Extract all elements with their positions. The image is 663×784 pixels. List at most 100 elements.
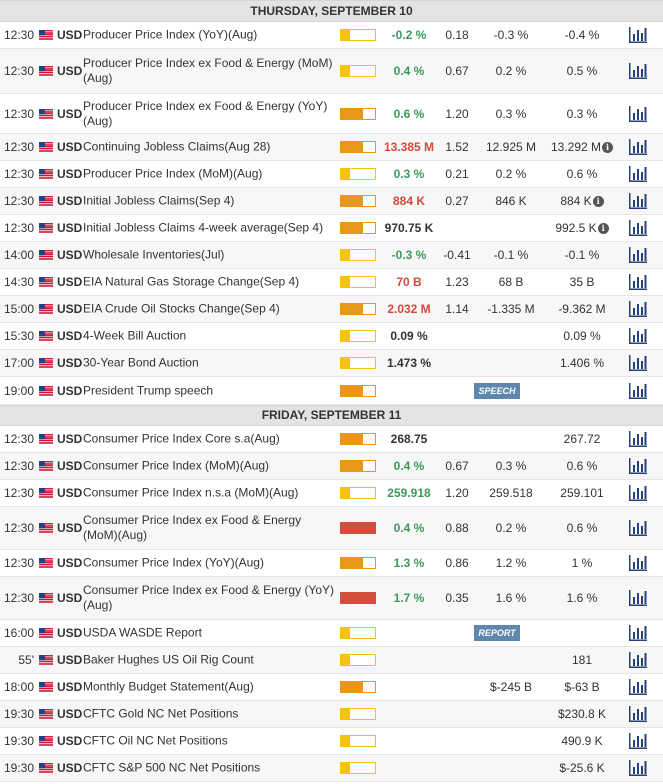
bar-chart-icon[interactable]	[628, 732, 648, 750]
bar-chart-icon[interactable]	[628, 484, 648, 502]
bar-chart-icon[interactable]	[628, 165, 648, 183]
bar-chart-icon[interactable]	[628, 705, 648, 723]
bar-chart-icon[interactable]	[628, 138, 648, 156]
event-name-link[interactable]: Consumer Price Index (MoM)(Aug)	[83, 458, 270, 473]
event-time: 19:30	[4, 761, 35, 775]
volatility-indicator	[340, 141, 376, 153]
event-time: 14:00	[4, 248, 35, 262]
volatility-fill	[341, 304, 363, 314]
volatility-indicator	[340, 357, 376, 369]
actual-value: 1.3 %	[393, 556, 425, 570]
event-row[interactable]: 12:30 USD Producer Price Index (MoM)(Aug) 0…	[0, 161, 663, 188]
bar-chart-icon[interactable]	[628, 430, 648, 448]
bar-chart-icon[interactable]	[628, 678, 648, 696]
event-row[interactable]: 14:30 USD EIA Natural Gas Storage Change(S…	[0, 269, 663, 296]
bar-chart-icon[interactable]	[628, 327, 648, 345]
event-name-link[interactable]: Monthly Budget Statement(Aug)	[83, 679, 254, 694]
event-time: 19:30	[4, 734, 35, 748]
event-name-link[interactable]: Consumer Price Index (YoY)(Aug)	[83, 555, 264, 570]
event-row[interactable]: 12:30 USD Consumer Price Index Core s.a(Au…	[0, 426, 663, 453]
event-row[interactable]: 16:00 USD USDA WASDE Report REPORT	[0, 620, 663, 647]
event-name-link[interactable]: Consumer Price Index ex Food & Energy (M…	[83, 513, 302, 542]
event-row[interactable]: 12:30 USD Consumer Price Index (MoM)(Aug) 0…	[0, 453, 663, 480]
event-name-link[interactable]: Continuing Jobless Claims(Aug 28)	[83, 139, 271, 154]
bar-chart-icon[interactable]	[628, 62, 648, 80]
event-name-link[interactable]: Consumer Price Index ex Food & Energy (Y…	[83, 583, 335, 612]
event-name-link[interactable]: Initial Jobless Claims(Sep 4)	[83, 193, 235, 208]
event-name-link[interactable]: Producer Price Index (MoM)(Aug)	[83, 166, 263, 181]
event-name-link[interactable]: Producer Price Index ex Food & Energy (Y…	[83, 98, 328, 128]
bar-chart-icon[interactable]	[628, 219, 648, 237]
event-time: 12:30	[4, 106, 35, 121]
bar-chart-icon[interactable]	[628, 26, 648, 44]
event-name-link[interactable]: Consumer Price Index Core s.a(Aug)	[83, 431, 280, 446]
event-row[interactable]: 12:30 USD Continuing Jobless Claims(Aug 28…	[0, 134, 663, 161]
event-row[interactable]: 19:30 USD CFTC S&P 500 NC Net Positions $-2…	[0, 755, 663, 782]
event-time: 12:30	[4, 432, 35, 446]
event-name-link[interactable]: Baker Hughes US Oil Rig Count	[83, 652, 254, 667]
event-row[interactable]: 12:30 USD Producer Price Index (YoY)(Aug) -…	[0, 22, 663, 49]
bar-chart-icon[interactable]	[628, 354, 648, 372]
event-row[interactable]: 15:00 USD EIA Crude Oil Stocks Change(Sep …	[0, 296, 663, 323]
event-name-link[interactable]: CFTC Oil NC Net Positions	[83, 733, 228, 748]
event-row[interactable]: 55' USD Baker Hughes US Oil Rig Count 181	[0, 647, 663, 674]
event-row[interactable]: 12:30 USD Consumer Price Index (YoY)(Aug) 1…	[0, 550, 663, 577]
info-icon[interactable]: i	[592, 196, 604, 207]
event-name-link[interactable]: Initial Jobless Claims 4-week average(Se…	[83, 220, 324, 235]
bar-chart-icon[interactable]	[628, 382, 648, 400]
volatility-indicator	[340, 249, 376, 261]
bar-chart-icon[interactable]	[628, 759, 648, 777]
consensus-value: 1.2 %	[495, 556, 527, 570]
event-time: 55'	[18, 653, 34, 667]
event-row[interactable]: 12:30 USD Producer Price Index ex Food & E…	[0, 94, 663, 134]
event-tag-badge: SPEECH	[474, 382, 520, 399]
event-row[interactable]: 19:00 USD President Trump speech SPEECH	[0, 377, 663, 405]
event-name-link[interactable]: Wholesale Inventories(Jul)	[83, 247, 225, 262]
event-name-link[interactable]: USDA WASDE Report	[83, 625, 202, 640]
bar-chart-icon[interactable]	[628, 589, 648, 607]
event-name-link[interactable]: President Trump speech	[83, 383, 214, 397]
bar-chart-icon[interactable]	[628, 273, 648, 291]
event-name-link[interactable]: 4-Week Bill Auction	[83, 328, 187, 343]
event-row[interactable]: 14:00 USD Wholesale Inventories(Jul) -0.3 %…	[0, 242, 663, 269]
bar-chart-icon[interactable]	[628, 624, 648, 642]
info-icon[interactable]: i	[602, 142, 614, 153]
event-name-link[interactable]: EIA Crude Oil Stocks Change(Sep 4)	[83, 301, 280, 316]
bar-chart-icon[interactable]	[628, 246, 648, 264]
event-row[interactable]: 17:00 USD 30-Year Bond Auction 1.473 % 1.406…	[0, 350, 663, 377]
bar-chart-icon[interactable]	[628, 651, 648, 669]
event-row[interactable]: 12:30 USD Consumer Price Index ex Food & E…	[0, 507, 663, 550]
volatility-indicator	[340, 522, 376, 534]
bar-chart-icon[interactable]	[628, 554, 648, 572]
event-currency: USD	[57, 106, 83, 121]
bar-chart-icon[interactable]	[628, 192, 648, 210]
event-row[interactable]: 15:30 USD 4-Week Bill Auction 0.09 % 0.09 %	[0, 323, 663, 350]
event-name-link[interactable]: Producer Price Index ex Food & Energy (M…	[83, 56, 333, 85]
event-name-link[interactable]: Producer Price Index (YoY)(Aug)	[83, 27, 258, 42]
volatility-fill	[341, 250, 350, 260]
event-tag-badge: REPORT	[474, 625, 520, 641]
event-name-link[interactable]: EIA Natural Gas Storage Change(Sep 4)	[83, 274, 300, 289]
volatility-indicator	[340, 29, 376, 41]
event-row[interactable]: 12:30 USD Initial Jobless Claims 4-week av…	[0, 215, 663, 242]
event-row[interactable]: 18:00 USD Monthly Budget Statement(Aug) $-2…	[0, 674, 663, 701]
event-row[interactable]: 19:30 USD CFTC Oil NC Net Positions 490.9 K	[0, 728, 663, 755]
volatility-indicator	[340, 107, 376, 120]
event-name-link[interactable]: Consumer Price Index n.s.a (MoM)(Aug)	[83, 485, 299, 500]
event-row[interactable]: 12:30 USD Consumer Price Index ex Food & E…	[0, 577, 663, 620]
info-icon[interactable]: i	[597, 223, 609, 234]
event-row[interactable]: 12:30 USD Consumer Price Index n.s.a (MoM)…	[0, 480, 663, 507]
bar-chart-icon[interactable]	[628, 105, 648, 123]
event-name-link[interactable]: CFTC Gold NC Net Positions	[83, 706, 239, 721]
bar-chart-icon[interactable]	[628, 457, 648, 475]
event-row[interactable]: 12:30 USD Initial Jobless Claims(Sep 4) 884…	[0, 188, 663, 215]
bar-chart-icon[interactable]	[628, 519, 648, 537]
event-name-link[interactable]: CFTC S&P 500 NC Net Positions	[83, 760, 261, 775]
event-name-link[interactable]: 30-Year Bond Auction	[83, 355, 199, 370]
volatility-fill	[341, 736, 350, 746]
previous-value: 181	[571, 653, 593, 667]
event-row[interactable]: 12:30 USD Producer Price Index ex Food & E…	[0, 49, 663, 94]
bar-chart-icon[interactable]	[628, 300, 648, 318]
event-row[interactable]: 19:30 USD CFTC Gold NC Net Positions $230.8…	[0, 701, 663, 728]
